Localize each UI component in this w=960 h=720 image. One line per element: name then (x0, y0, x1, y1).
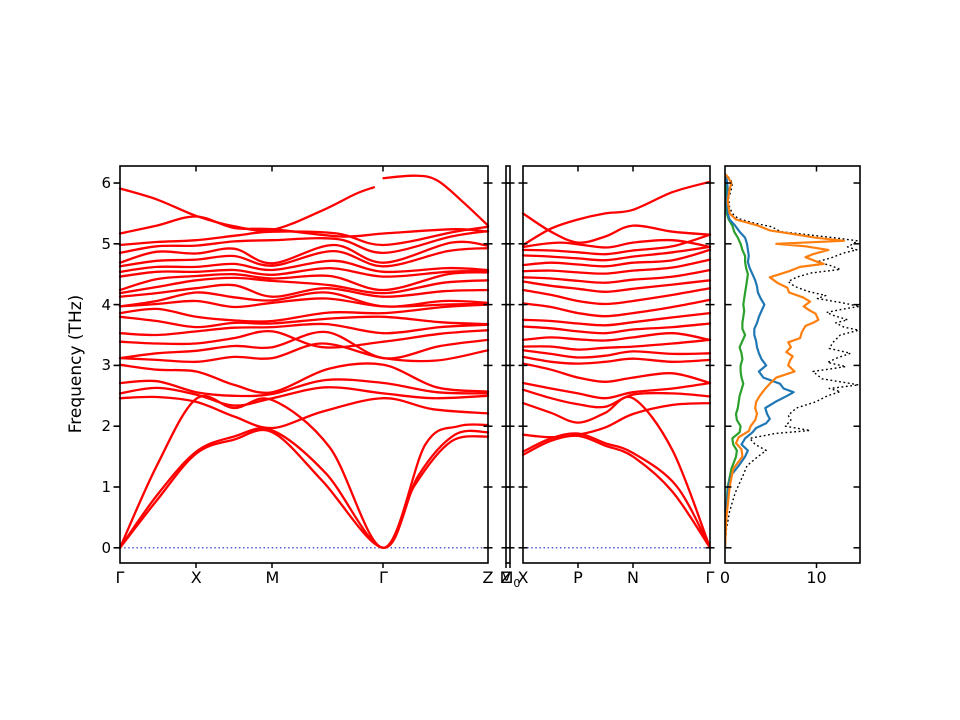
phonon-band-curve (521, 362, 712, 385)
y-tick-label: 1 (101, 478, 111, 496)
phonon-band-curve (521, 401, 712, 439)
phonon-band-curve (118, 386, 490, 407)
y-tick-label: 4 (101, 295, 111, 314)
phonon-band-curve (118, 186, 376, 232)
phonon-band-curve (521, 248, 712, 268)
phonon-band-curve (118, 329, 490, 349)
phonon-band-curve (118, 229, 490, 255)
phonon-band-curve (118, 225, 490, 247)
phonon-band-curve (118, 246, 490, 268)
y-tick-label: 3 (101, 356, 111, 375)
phonon-band-curve (521, 355, 712, 365)
phonon-band-curve (118, 271, 490, 292)
phonon-band-curve (521, 311, 712, 327)
phonon-band-curve (118, 259, 490, 274)
x-tick-label-P: P (573, 568, 583, 587)
phonon-band-curve (118, 395, 490, 430)
phonon-band-curve (521, 349, 712, 359)
dos-x-tick-label-0: 0 (719, 568, 731, 587)
phonon-band-curve (521, 395, 712, 549)
x-tick-label-Γ: Γ (379, 568, 388, 587)
phonon-band-curve (118, 362, 490, 394)
phonon-band-curve (521, 381, 712, 400)
x-tick-label-Γ: Γ (705, 568, 715, 587)
x-tick-label-N: N (626, 568, 639, 587)
phonon-band-curve (521, 212, 712, 244)
phonon-band-curve (521, 287, 712, 306)
phonon-band-curve (521, 180, 712, 247)
phonon-band-curve (118, 276, 490, 295)
dos-x-tick-label-10: 10 (806, 568, 827, 587)
x-tick-label-X: X (517, 568, 529, 587)
phonon-band-curve (118, 322, 490, 337)
phonon-band-curve (118, 427, 490, 549)
phonon-band-curve (521, 279, 712, 293)
y-tick-label: 0 (101, 538, 111, 557)
phonon-band-curve (521, 388, 712, 409)
phonon-band-curve (118, 342, 490, 364)
pdos-2-curve (725, 173, 795, 548)
phonon-band-curve (521, 338, 712, 351)
phonon-band-curve (118, 266, 490, 278)
pdos-1-curve (725, 173, 750, 548)
phonon-band-curve (521, 298, 712, 318)
panel-frame-3 (522, 165, 711, 564)
phonon-band-curve (521, 434, 712, 549)
x-tick-label-M0: M0 (499, 568, 521, 591)
phonon-band-curve (521, 245, 712, 262)
y-tick-label: 5 (101, 234, 111, 253)
phonon-band-curve (118, 315, 490, 329)
phonon-band-curve (118, 428, 490, 549)
phonon-band-curve (118, 291, 490, 308)
x-tick-label-M: M (265, 568, 280, 587)
phonon-band-curve (521, 233, 712, 256)
phonon-band-curve (118, 330, 490, 360)
phonon-band-curve (521, 238, 712, 249)
total-dos-curve (725, 173, 860, 548)
phonon-band-curve (521, 268, 712, 284)
y-tick-label: 6 (101, 174, 111, 193)
phonon-band-curve (118, 303, 490, 323)
phonon-band-curve (382, 174, 490, 227)
panel-frame-2 (505, 165, 511, 564)
phonon-band-curve (521, 258, 712, 275)
phonon-band-curve (521, 432, 712, 549)
pdos-3-curve (725, 173, 846, 548)
phonon-band-curve (118, 283, 490, 298)
panel-frame-1 (119, 165, 489, 564)
phonon-band-curve (118, 378, 490, 398)
phonon-band-curve (118, 240, 490, 265)
phonon-band-curve (521, 322, 712, 335)
panel-frame-4 (724, 165, 861, 564)
x-tick-label-Γ: Γ (115, 568, 125, 587)
phonon-band-curve (521, 332, 712, 342)
y-tick-label: 2 (101, 417, 111, 436)
x-tick-label-Z: Z (500, 568, 512, 587)
phonon-band-curve (118, 395, 490, 549)
phonon-band-curve (118, 297, 490, 309)
x-tick-label-X: X (190, 568, 202, 587)
x-tick-label-Z: Z (482, 568, 494, 587)
